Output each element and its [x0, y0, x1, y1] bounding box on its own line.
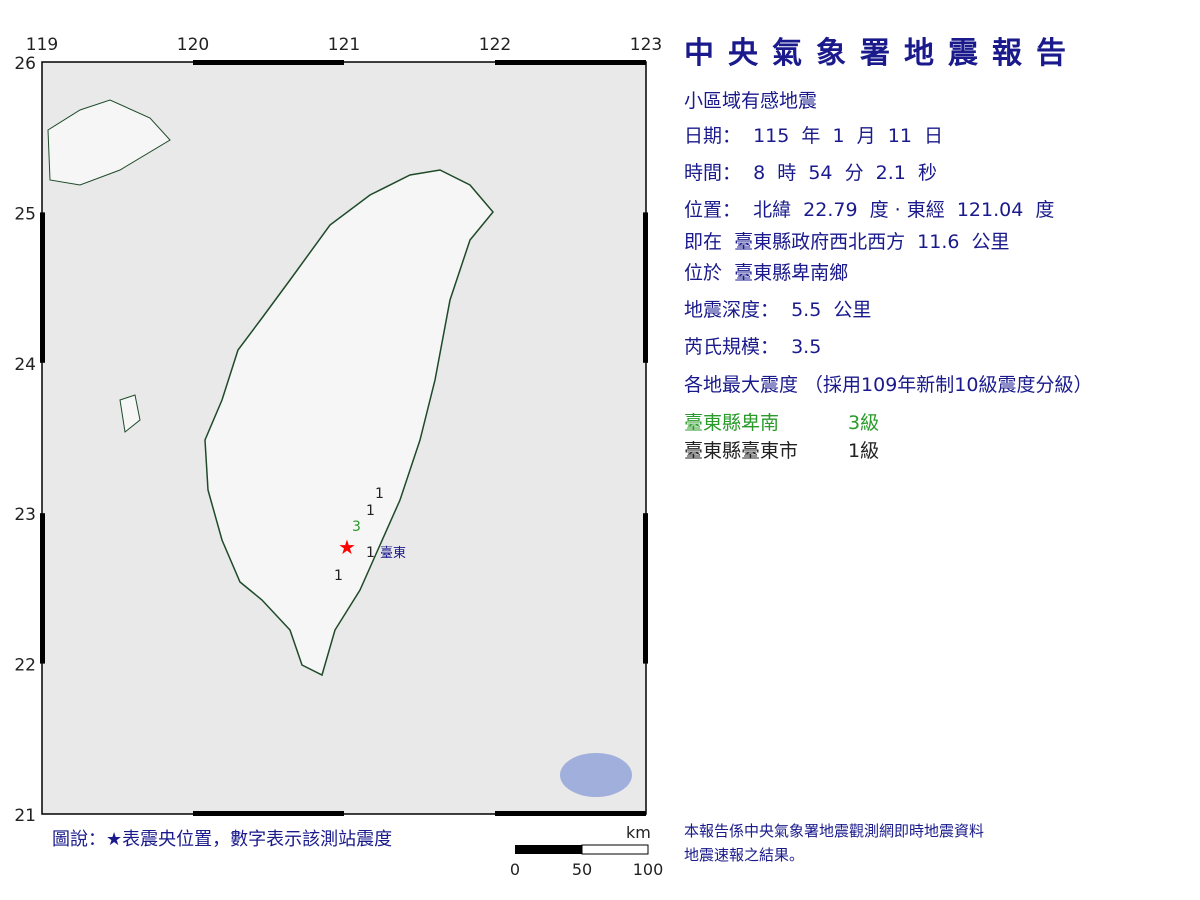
station-label: 臺東 — [380, 545, 406, 561]
report-depth: 地震深度： 5.5 公里 — [684, 299, 872, 321]
lon-tick-label: 119 — [26, 35, 58, 55]
scale-unit: km — [626, 823, 651, 842]
station-intensity: 1 — [375, 486, 384, 502]
footnote: 地震速報之結果。 — [684, 846, 805, 864]
lon-tick-label: 120 — [177, 35, 209, 55]
intensity-level: 3級 — [848, 412, 880, 434]
report-located: 位於 臺東縣卑南鄉 — [684, 262, 849, 284]
lat-tick-label: 21 — [14, 806, 36, 826]
frame-segment — [495, 60, 646, 65]
frame-segment — [643, 212, 648, 363]
report-position: 位置： 北緯 22.79 度 · 東經 121.04 度 — [684, 199, 1055, 221]
report-relative: 即在 臺東縣政府西北西方 11.6 公里 — [684, 231, 1010, 253]
penghu-islands — [119, 394, 141, 433]
cwa-logo — [560, 753, 632, 797]
scale-tick: 50 — [572, 860, 592, 879]
scale-tick: 100 — [633, 860, 664, 879]
report-date: 日期： 115 年 1 月 11 日 — [684, 125, 944, 147]
lat-tick-label: 24 — [14, 355, 36, 375]
frame-segment — [193, 60, 344, 65]
intensity-area: 臺東縣卑南 — [684, 412, 780, 434]
intensity-header: 各地最大震度 （採用109年新制10級震度分級） — [684, 374, 1093, 396]
station-intensity: 1 — [366, 545, 375, 561]
intensity-level: 1級 — [848, 440, 880, 462]
taiwan-outline — [204, 169, 494, 677]
station-intensity: 3 — [352, 519, 361, 535]
scale-bar-white — [581, 844, 649, 855]
intensity-area: 臺東縣臺東市 — [684, 440, 799, 462]
lat-tick-label: 26 — [14, 54, 36, 74]
scale-tick: 0 — [510, 860, 520, 879]
lat-tick-label: 25 — [14, 204, 36, 224]
map-legend: 圖說：★表震央位置，數字表示該測站震度 — [52, 829, 393, 850]
station-intensity: 1 — [334, 568, 343, 584]
footnote: 本報告係中央氣象署地震觀測網即時地震資料 — [684, 822, 985, 840]
scale-bar-black — [515, 845, 582, 854]
report-title: 中央氣象署地震報告 — [684, 36, 1080, 71]
report-magnitude: 芮氏規模： 3.5 — [684, 336, 822, 358]
report-type: 小區域有感地震 — [684, 90, 818, 112]
frame-segment — [40, 212, 45, 363]
lon-tick-label: 123 — [630, 35, 662, 55]
frame-segment — [193, 811, 344, 816]
frame-segment — [40, 513, 45, 664]
frame-segment — [495, 811, 646, 816]
lon-tick-label: 121 — [328, 35, 360, 55]
lon-tick-label: 122 — [479, 35, 511, 55]
report-time: 時間： 8 時 54 分 2.1 秒 — [684, 162, 937, 184]
frame-segment — [643, 513, 648, 664]
intensity-row: 臺東縣臺東市 1級 — [684, 436, 879, 463]
frame-scale-bars — [40, 60, 648, 816]
intensity-row: 臺東縣卑南 3級 — [684, 408, 879, 435]
lat-tick-label: 22 — [14, 656, 36, 676]
china-coast — [47, 99, 171, 186]
lat-tick-label: 23 — [14, 505, 36, 525]
station-intensity: 1 — [366, 503, 375, 519]
epicenter-star-icon: ★ — [338, 535, 356, 559]
